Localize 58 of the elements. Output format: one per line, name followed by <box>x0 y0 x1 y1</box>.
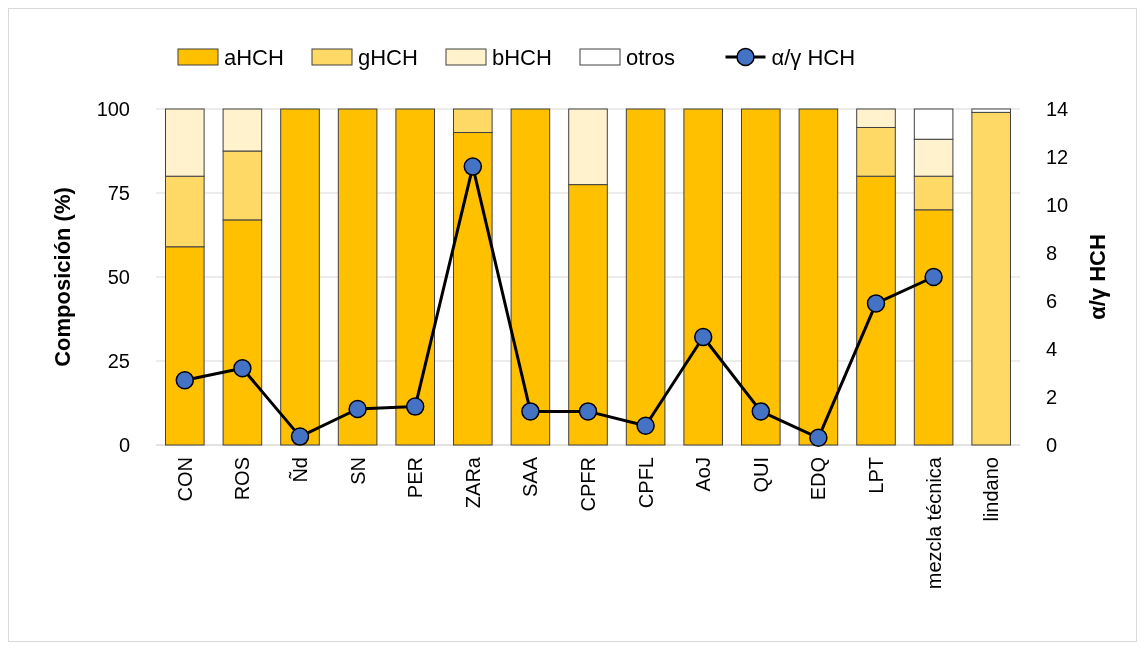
y-tick-label: 50 <box>107 266 130 288</box>
y2-tick-label: 4 <box>1046 338 1058 360</box>
x-tick-label: SAA <box>519 456 542 498</box>
point <box>809 428 828 448</box>
x-tick-label: QUI <box>749 457 772 493</box>
point <box>405 397 425 416</box>
point <box>233 358 252 378</box>
legend-label: otros <box>626 44 675 70</box>
point <box>866 294 886 313</box>
y-tick-label: 25 <box>107 350 130 372</box>
bar <box>510 108 551 446</box>
point <box>636 416 655 436</box>
x-tick-label: mezcla técnica <box>922 456 945 590</box>
bar <box>971 111 1011 446</box>
y2-tick-label: 12 <box>1046 146 1069 168</box>
x-tick-label: Ñd <box>288 457 311 483</box>
bar <box>741 108 781 446</box>
y-tick-label: 75 <box>107 182 130 204</box>
point <box>693 327 713 347</box>
point <box>924 267 943 287</box>
y-tick-label: 100 <box>96 98 130 120</box>
y2-axis-title: α/γ HCH <box>1085 234 1110 320</box>
y-axis-title: Composición (%) <box>50 187 75 367</box>
legend-label: α/γ HCH <box>771 44 856 70</box>
x-tick-label: CPFL <box>634 457 657 509</box>
legend-label: gHCH <box>358 44 418 70</box>
point <box>751 402 771 421</box>
point <box>348 399 367 419</box>
bar <box>337 108 378 446</box>
point <box>290 427 310 446</box>
legend-label: aHCH <box>224 44 284 70</box>
x-tick-label: CON <box>173 457 196 502</box>
x-tick-label: lindano <box>980 457 1003 522</box>
bar <box>798 108 839 446</box>
y2-tick-label: 14 <box>1046 98 1069 120</box>
x-tick-label: LPT <box>865 457 887 494</box>
bar <box>280 108 320 446</box>
y2-tick-label: 8 <box>1046 242 1058 264</box>
x-tick-label: CPFR <box>577 457 599 512</box>
point <box>175 370 195 390</box>
x-tick-label: ROS <box>231 457 254 501</box>
x-tick-label: AoJ <box>692 457 715 492</box>
point <box>578 402 598 421</box>
bar <box>625 108 666 446</box>
point <box>463 157 483 176</box>
y-tick-label: 0 <box>118 434 130 456</box>
x-tick-label: SN <box>346 457 369 485</box>
bar <box>683 108 723 446</box>
x-tick-label: PER <box>404 457 427 499</box>
bar <box>395 108 435 446</box>
x-tick-label: ZARa <box>461 456 484 509</box>
x-tick-label: EDQ <box>807 457 830 501</box>
y2-tick-label: 2 <box>1046 386 1058 408</box>
point <box>521 402 540 421</box>
legend-label: bHCH <box>492 44 552 70</box>
y2-tick-label: 10 <box>1046 194 1069 216</box>
y2-tick-label: 0 <box>1046 434 1058 456</box>
y2-tick-label: 6 <box>1046 290 1058 312</box>
